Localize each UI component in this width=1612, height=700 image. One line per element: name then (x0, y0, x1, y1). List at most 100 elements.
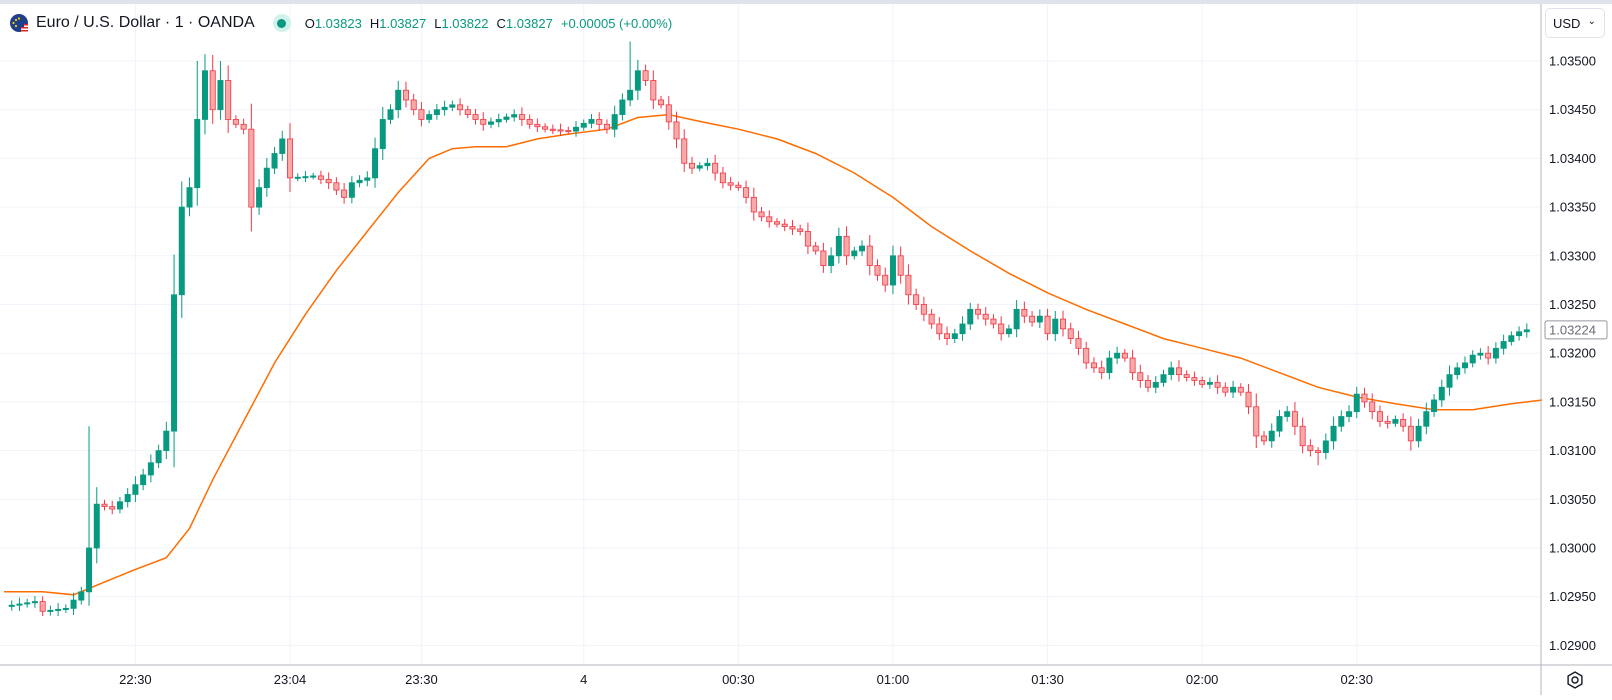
candle-body (642, 70, 649, 81)
candle-body (518, 114, 525, 120)
candle-body (1400, 419, 1407, 427)
candle-body (217, 80, 224, 111)
candle-body (1044, 315, 1051, 335)
candle-body (727, 182, 734, 186)
y-tick-label: 1.02900 (1549, 638, 1596, 653)
candle-body (781, 223, 788, 227)
candle-body (998, 323, 1005, 335)
candle-body (1477, 352, 1484, 356)
candle-body (16, 603, 23, 606)
currency-selector[interactable]: USD ⌄ (1545, 8, 1605, 38)
candle-body (395, 89, 402, 111)
candle-body (1469, 354, 1476, 364)
candle-body (696, 165, 703, 169)
close-value: 1.03827 (505, 15, 553, 31)
candle-body (1431, 399, 1438, 413)
candle-body (812, 245, 819, 252)
symbol-legend[interactable]: Euro / U.S. Dollar · 1 · OANDA O1.03823 … (8, 10, 672, 36)
candle-body (1175, 367, 1182, 376)
candle-body (39, 601, 46, 612)
candle-body (1114, 352, 1121, 359)
current-price-label: 1.03224 (1549, 322, 1596, 337)
candle-body (526, 119, 533, 125)
candle-body (78, 591, 85, 601)
x-tick-label: 02:00 (1186, 672, 1219, 687)
candle-body (1230, 386, 1237, 393)
candle-body (1361, 393, 1368, 403)
candle-body (1384, 420, 1391, 424)
candle-body (1291, 411, 1298, 427)
x-tick-label: 02:30 (1340, 672, 1373, 687)
candle-body (967, 308, 974, 325)
candle-body (974, 308, 981, 315)
candle-body (774, 221, 781, 225)
candle-body (665, 104, 672, 123)
candle-body (897, 255, 904, 276)
candle-body (457, 104, 464, 111)
candle-body (178, 206, 185, 296)
candle-body (712, 162, 719, 174)
candle-body (109, 506, 116, 510)
candle-body (441, 106, 448, 111)
candle-body (1129, 357, 1136, 374)
candle-body (1369, 401, 1376, 413)
candle-body (1237, 386, 1244, 393)
candle-body (1021, 308, 1028, 317)
x-tick-label: 00:30 (722, 672, 755, 687)
candle-body (495, 119, 502, 123)
candle-body (1106, 357, 1113, 374)
candle-body (317, 175, 324, 180)
candle-body (1299, 425, 1306, 447)
candle-body (1075, 338, 1082, 349)
open-label: O (304, 15, 315, 31)
candle-body (1407, 425, 1414, 442)
candle-body (1029, 315, 1036, 323)
candle-body (750, 196, 757, 213)
candle-body (402, 89, 409, 101)
candle-body (573, 126, 580, 132)
candle-body (387, 109, 394, 120)
y-tick-label: 1.03300 (1549, 248, 1596, 263)
candle-body (310, 175, 317, 178)
candle-body (959, 323, 966, 335)
candle-body (1485, 352, 1492, 359)
top-border (0, 0, 1612, 4)
market-open-status-icon[interactable] (272, 14, 291, 32)
candle-body (1060, 318, 1067, 330)
candle-body (596, 119, 603, 125)
candle-body (70, 599, 77, 609)
candle-body (225, 80, 232, 120)
candle-body (1152, 382, 1159, 388)
x-tick-label: 22:30 (119, 672, 152, 687)
high-label: H (369, 15, 380, 31)
candle-body (1137, 372, 1144, 381)
candle-body (951, 333, 958, 339)
candle-body (1446, 374, 1453, 388)
candle-body (155, 450, 162, 464)
candle-body (603, 123, 610, 130)
candle-body (874, 265, 881, 276)
candle-body (1508, 335, 1515, 342)
candle-body (263, 167, 270, 189)
candle-body (163, 430, 170, 451)
symbol-title[interactable]: Euro / U.S. Dollar · 1 · OANDA (36, 14, 255, 31)
x-tick-label: 4 (580, 672, 587, 687)
candle-body (1461, 362, 1468, 369)
candle-body (1191, 377, 1198, 381)
candle-body (650, 80, 657, 101)
candle-body (1500, 341, 1507, 349)
candle-body (271, 153, 278, 169)
candle-body (31, 601, 38, 604)
candle-body (1392, 419, 1399, 424)
candle-body (1346, 411, 1353, 417)
open-value: 1.03823 (314, 15, 362, 31)
x-tick-label: 01:30 (1031, 672, 1064, 687)
chart-settings-gear-icon[interactable] (1565, 670, 1585, 690)
candle-body (325, 178, 332, 184)
chevron-down-icon: ⌄ (1587, 16, 1596, 27)
candle-body (588, 119, 595, 124)
candle-body (341, 189, 348, 198)
candle-body (86, 547, 93, 593)
